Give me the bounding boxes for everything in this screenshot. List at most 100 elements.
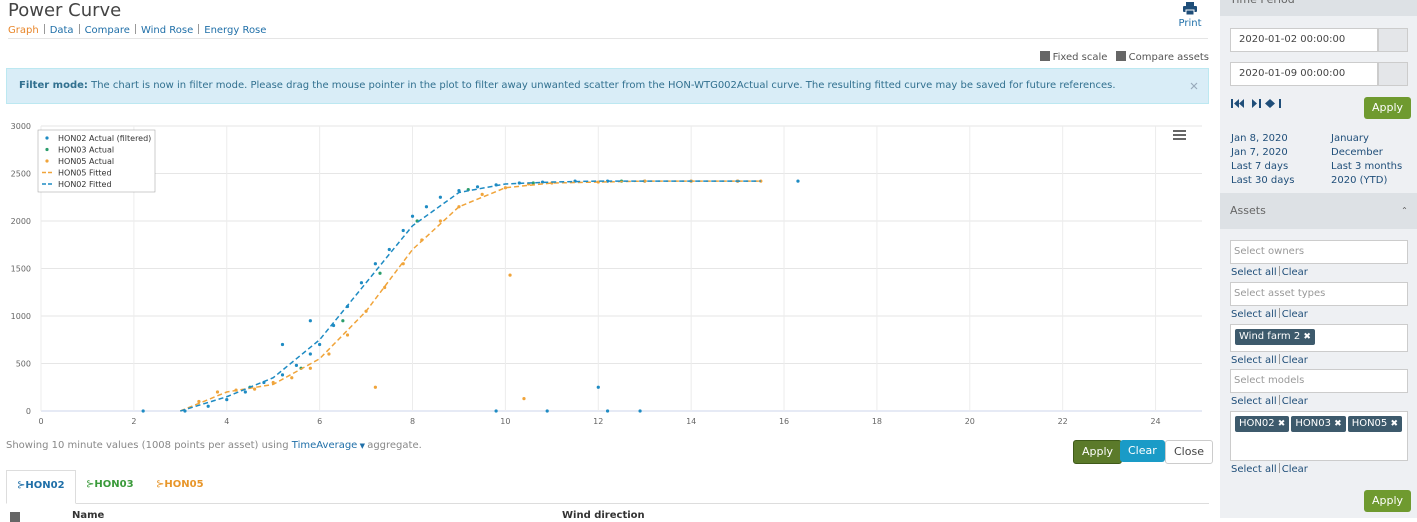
period-nav[interactable] bbox=[1231, 99, 1281, 109]
fitted-line bbox=[180, 180, 761, 412]
fitted-line bbox=[180, 180, 761, 412]
point bbox=[215, 390, 220, 394]
tab[interactable]: ⊱HON05 bbox=[146, 470, 214, 504]
clear[interactable]: Clear bbox=[1281, 355, 1308, 366]
select-box[interactable]: Select asset types bbox=[1230, 282, 1408, 306]
legend-symbol bbox=[45, 136, 49, 140]
tab-label: HON02 bbox=[25, 480, 65, 491]
point bbox=[197, 399, 201, 404]
divider bbox=[8, 38, 1208, 39]
tab[interactable]: ⊱HON03 bbox=[76, 470, 144, 504]
separator bbox=[1278, 308, 1280, 318]
tab-label: HON03 bbox=[94, 479, 134, 490]
menu-icon[interactable] bbox=[1173, 130, 1186, 140]
quick-period[interactable]: Last 30 days bbox=[1231, 175, 1295, 186]
separator bbox=[1278, 395, 1280, 405]
y-tick-label: 2000 bbox=[11, 217, 31, 226]
assets-header[interactable]: Assets bbox=[1220, 193, 1400, 229]
select-all[interactable]: Select all bbox=[1231, 309, 1277, 320]
y-tick-label: 2500 bbox=[11, 170, 31, 179]
x-tick-label: 14 bbox=[686, 417, 696, 426]
close-icon[interactable] bbox=[1190, 82, 1198, 90]
checkbox[interactable] bbox=[1115, 51, 1126, 61]
legend-label: HON02 Fitted bbox=[58, 180, 112, 189]
quick-period[interactable]: Jan 7, 2020 bbox=[1231, 147, 1288, 158]
point bbox=[480, 192, 484, 196]
close-button[interactable]: Close bbox=[1165, 440, 1213, 464]
filter-label: Filter mode: bbox=[19, 80, 88, 91]
legend-symbol bbox=[45, 147, 49, 152]
point bbox=[308, 352, 312, 356]
point bbox=[341, 319, 345, 323]
page-title: Power Curve bbox=[8, 0, 122, 21]
select-all[interactable]: Select all bbox=[1231, 355, 1277, 366]
nav-link[interactable]: Energy Rose bbox=[204, 25, 267, 36]
select-links: Select all Clear bbox=[1231, 308, 1308, 320]
select-all[interactable]: Select all bbox=[1231, 267, 1277, 278]
date-from[interactable]: 2020-01-02 00:00:00 bbox=[1230, 28, 1378, 52]
point bbox=[438, 195, 442, 199]
point bbox=[531, 181, 535, 185]
clear[interactable]: Clear bbox=[1281, 309, 1308, 320]
date-to[interactable]: 2020-01-09 00:00:00 bbox=[1230, 62, 1378, 86]
collapse[interactable]: ⌃ bbox=[1392, 193, 1417, 229]
point bbox=[378, 271, 382, 275]
select-box[interactable]: HON02 ✖ HON03 ✖ HON05 ✖ bbox=[1230, 411, 1408, 461]
x-tick-label: 8 bbox=[410, 417, 415, 426]
tab-label: HON05 bbox=[164, 479, 204, 490]
tab[interactable]: ⊱HON02 bbox=[6, 470, 76, 504]
x-tick-label: 16 bbox=[779, 417, 789, 426]
column-header: Name bbox=[72, 510, 105, 521]
nav-link[interactable]: Graph bbox=[8, 25, 39, 36]
separator bbox=[198, 24, 200, 34]
point bbox=[243, 390, 247, 394]
point bbox=[373, 385, 377, 389]
clear[interactable]: Clear bbox=[1281, 267, 1308, 278]
quick-period[interactable]: Jan 8, 2020 bbox=[1231, 133, 1288, 144]
quick-period[interactable]: Last 7 days bbox=[1231, 161, 1289, 172]
checkbox[interactable] bbox=[1039, 51, 1050, 61]
footer-prefix: Showing 10 minute values (1008 points pe… bbox=[6, 440, 289, 451]
calendar-button[interactable] bbox=[1378, 28, 1408, 52]
legend-symbol bbox=[45, 159, 49, 163]
point bbox=[308, 366, 312, 370]
quick-period[interactable]: 2020 (YTD) bbox=[1331, 175, 1388, 186]
nav-link[interactable]: Data bbox=[49, 25, 74, 36]
collapse[interactable] bbox=[1392, 0, 1417, 16]
point bbox=[796, 179, 800, 183]
point bbox=[387, 247, 391, 252]
select-all[interactable]: Select all bbox=[1231, 464, 1277, 475]
option-label: Fixed scale bbox=[1052, 52, 1108, 63]
aggregate-select[interactable]: TimeAverage bbox=[291, 440, 358, 451]
select-box[interactable]: Select models bbox=[1230, 369, 1408, 393]
nav-link[interactable]: Wind Rose bbox=[140, 25, 194, 36]
clear[interactable]: Clear bbox=[1281, 464, 1308, 475]
x-tick-label: 4 bbox=[224, 417, 229, 426]
column-header: Wind direction bbox=[562, 510, 645, 521]
select-box[interactable]: Wind farm 2 ✖ bbox=[1230, 324, 1408, 352]
nav-link[interactable]: Compare bbox=[84, 25, 130, 36]
apply-button[interactable]: Apply bbox=[1073, 440, 1123, 464]
y-tick-label: 3000 bbox=[11, 122, 31, 131]
quick-period[interactable]: December bbox=[1331, 147, 1383, 158]
print[interactable]: Print bbox=[1176, 2, 1204, 29]
quick-period[interactable]: Last 3 months bbox=[1331, 161, 1403, 172]
time-header[interactable]: Time Period bbox=[1220, 0, 1400, 16]
point bbox=[345, 333, 350, 337]
x-tick-label: 22 bbox=[1058, 417, 1068, 426]
placeholder: Select models bbox=[1234, 375, 1305, 386]
apply-button[interactable]: Apply bbox=[1364, 97, 1412, 119]
select-box[interactable]: Select owners bbox=[1230, 240, 1408, 264]
calendar-button[interactable] bbox=[1378, 62, 1408, 86]
apply-button[interactable]: Apply bbox=[1364, 490, 1412, 512]
point bbox=[638, 409, 642, 413]
point bbox=[424, 205, 429, 209]
point bbox=[280, 342, 285, 347]
select-links: Select all Clear bbox=[1231, 266, 1308, 278]
select-all[interactable]: Select all bbox=[1231, 396, 1277, 407]
print-label: Print bbox=[1178, 18, 1202, 29]
clear[interactable]: Clear bbox=[1281, 396, 1308, 407]
separator bbox=[1278, 354, 1280, 364]
quick-period[interactable]: January bbox=[1331, 133, 1369, 144]
clear-button[interactable]: Clear bbox=[1120, 440, 1165, 462]
